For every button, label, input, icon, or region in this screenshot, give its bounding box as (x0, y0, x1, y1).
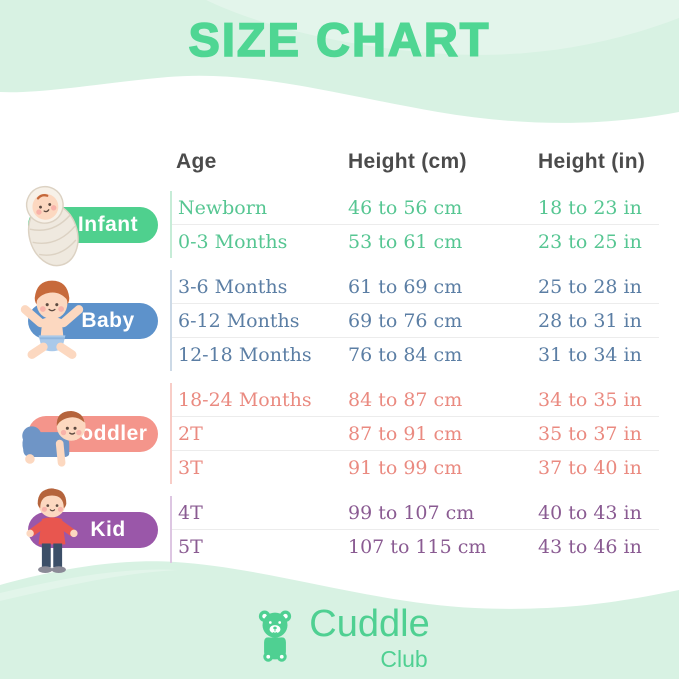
group-badge-area: Toddler (0, 383, 170, 484)
teddy-bear-icon (259, 610, 292, 662)
cell-in: 34 to 35 in (538, 388, 642, 411)
cell-cm: 76 to 84 cm (348, 343, 463, 366)
group-rows: Newborn 46 to 56 cm 18 to 23 in 0-3 Months 5… (170, 191, 659, 258)
header-age: Age (176, 150, 217, 173)
cell-cm: 61 to 69 cm (348, 275, 463, 298)
group-badge-area: Kid (0, 487, 170, 573)
cell-in: 23 to 25 in (538, 230, 642, 253)
size-group-baby: Baby 3-6 Months 61 to 69 cm 25 to 28 in 6-1… (0, 270, 659, 371)
cell-age: 2T (178, 422, 203, 445)
cell-cm: 87 to 91 cm (348, 422, 463, 445)
cell-age: 6-12 Months (178, 309, 300, 332)
group-badge-kid: Kid (28, 511, 158, 548)
group-label: Kid (90, 517, 126, 541)
group-rows: 4T 99 to 107 cm 40 to 43 in 5T 107 to 115 cm… (170, 496, 659, 563)
cell-in: 37 to 40 in (538, 456, 642, 479)
cell-cm: 84 to 87 cm (348, 388, 463, 411)
cell-cm: 91 to 99 cm (348, 456, 463, 479)
group-rows: 3-6 Months 61 to 69 cm 25 to 28 in 6-12 Mon… (170, 270, 659, 371)
size-chart-table: Age Height (cm) Height (in) (0, 150, 679, 575)
table-row: Newborn 46 to 56 cm 18 to 23 in (172, 191, 659, 224)
cell-in: 25 to 28 in (538, 275, 642, 298)
cell-in: 35 to 37 in (538, 422, 642, 445)
group-label: Baby (81, 308, 135, 332)
brand-name: Cuddle (309, 603, 430, 646)
group-badge-area: Baby (0, 270, 170, 371)
cell-age: 3-6 Months (178, 275, 288, 298)
cell-cm: 46 to 56 cm (348, 196, 463, 219)
cell-cm: 53 to 61 cm (348, 230, 463, 253)
cell-age: 12-18 Months (178, 343, 312, 366)
cell-age: 18-24 Months (178, 388, 312, 411)
table-row: 6-12 Months 69 to 76 cm 28 to 31 in (172, 303, 659, 337)
header-height-cm: Height (cm) (348, 150, 467, 173)
page-title: SIZE CHART (188, 12, 491, 67)
cell-in: 31 to 34 in (538, 343, 642, 366)
table-row: 4T 99 to 107 cm 40 to 43 in (172, 496, 659, 529)
cell-age: Newborn (178, 196, 268, 219)
table-row: 5T 107 to 115 cm 43 to 46 in (172, 529, 659, 563)
cell-age: 5T (178, 535, 203, 558)
size-group-infant: Infant Newborn 46 to 56 cm 18 to 23 in 0-3 … (0, 185, 659, 266)
cell-age: 4T (178, 501, 203, 524)
cell-in: 18 to 23 in (538, 196, 642, 219)
group-badge-toddler: Toddler (28, 415, 158, 452)
table-header: Age Height (cm) Height (in) (170, 150, 659, 174)
cell-cm: 99 to 107 cm (348, 501, 475, 524)
header-height-in: Height (in) (538, 150, 646, 173)
group-badge-infant: Infant (28, 206, 158, 243)
brand-logo: Cuddle Club (0, 603, 679, 673)
cell-cm: 69 to 76 cm (348, 309, 463, 332)
size-group-toddler: Toddler 18-24 Months 84 to 87 cm 34 to 35 … (0, 383, 659, 484)
cell-age: 0-3 Months (178, 230, 288, 253)
cell-age: 3T (178, 456, 203, 479)
cell-in: 40 to 43 in (538, 501, 642, 524)
group-badge-baby: Baby (28, 302, 158, 339)
table-row: 3T 91 to 99 cm 37 to 40 in (172, 450, 659, 484)
brand-subname: Club (380, 646, 428, 672)
cell-cm: 107 to 115 cm (348, 535, 487, 558)
size-table-groups: Infant Newborn 46 to 56 cm 18 to 23 in 0-3 … (0, 185, 659, 573)
table-row: 3-6 Months 61 to 69 cm 25 to 28 in (172, 270, 659, 303)
table-row: 2T 87 to 91 cm 35 to 37 in (172, 416, 659, 450)
size-group-kid: Kid 4T 99 to 107 cm 40 to 43 in 5T 107 to 11… (0, 487, 659, 573)
group-label: Infant (77, 212, 139, 236)
group-badge-area: Infant (0, 185, 170, 266)
group-rows: 18-24 Months 84 to 87 cm 34 to 35 in 2T 87 t… (170, 383, 659, 484)
table-row: 12-18 Months 76 to 84 cm 31 to 34 in (172, 337, 659, 371)
table-row: 0-3 Months 53 to 61 cm 23 to 25 in (172, 224, 659, 258)
cell-in: 43 to 46 in (538, 535, 642, 558)
cell-in: 28 to 31 in (538, 309, 642, 332)
table-row: 18-24 Months 84 to 87 cm 34 to 35 in (172, 383, 659, 416)
group-label: Toddler (68, 421, 148, 445)
